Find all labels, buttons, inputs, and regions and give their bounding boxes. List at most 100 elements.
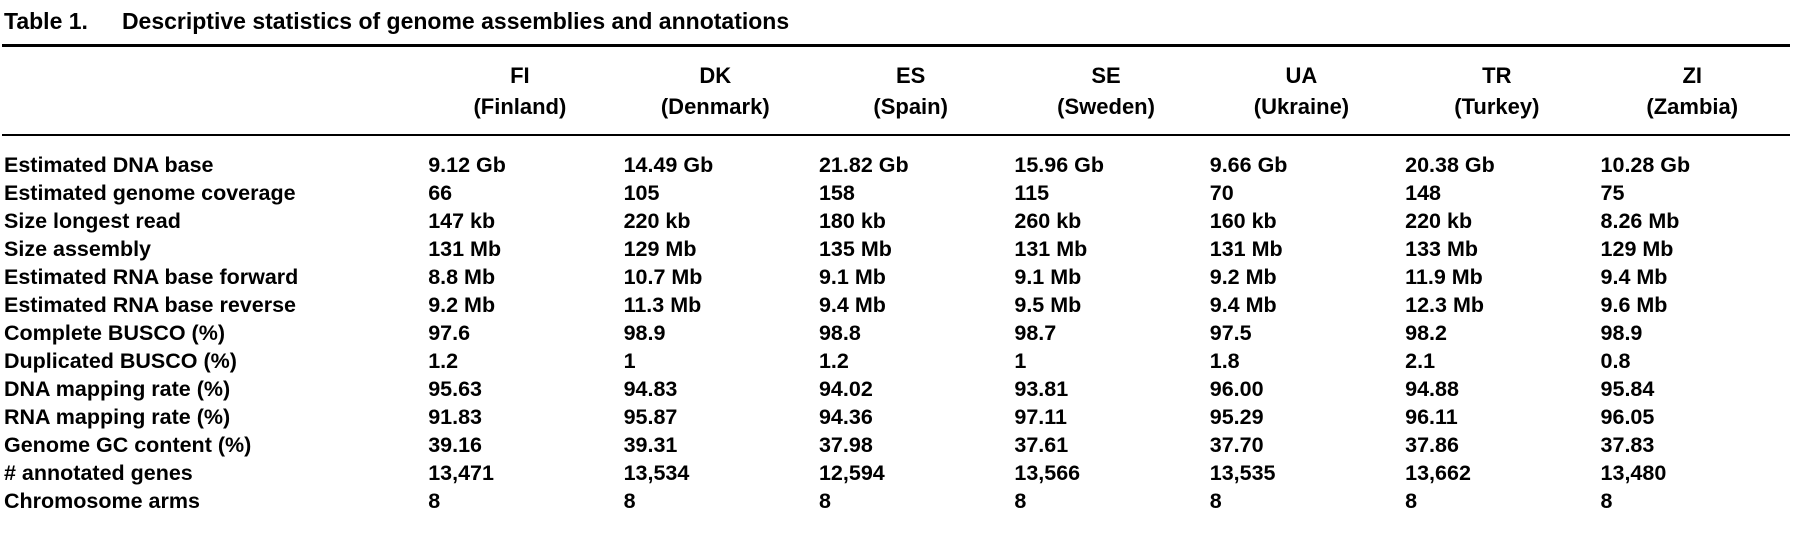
table-cell: 1.2 bbox=[428, 349, 459, 373]
table-cell: 37.61 bbox=[1014, 433, 1069, 457]
table-cell: 9.66 Gb bbox=[1209, 153, 1288, 177]
table-cell: 1 bbox=[623, 349, 636, 373]
table-cell: 8.26 Mb bbox=[1600, 209, 1680, 233]
table-title: Descriptive statistics of genome assembl… bbox=[121, 8, 790, 34]
table-cell: 260 kb bbox=[1014, 209, 1082, 233]
table-row: Genome GC content (%) 39.16 39.31 37.98 37.6… bbox=[2, 431, 1790, 459]
table-cell: 95.84 bbox=[1600, 377, 1655, 401]
table-cell: 98.9 bbox=[623, 321, 666, 345]
table-cell: 9.2 Mb bbox=[1209, 265, 1277, 289]
table-cell: 13,535 bbox=[1209, 461, 1276, 485]
paper-table: Table 1. Descriptive statistics of genom… bbox=[2, 0, 1790, 515]
table-cell: 70 bbox=[1209, 181, 1234, 205]
table-cell: 0.8 bbox=[1600, 349, 1631, 373]
table-cell: 9.4 Mb bbox=[1600, 265, 1668, 289]
table-row: Estimated RNA base forward 8.8 Mb 10.7 Mb 9… bbox=[2, 263, 1790, 291]
row-label: Genome GC content (%) bbox=[4, 433, 252, 457]
table-cell: 10.7 Mb bbox=[623, 265, 703, 289]
table-row: Size longest read 147 kb 220 kb 180 kb 260 k… bbox=[2, 207, 1790, 235]
column-country: (Zambia) bbox=[1646, 94, 1739, 119]
table-cell: 9.4 Mb bbox=[1209, 293, 1277, 317]
column-code: FI bbox=[510, 63, 530, 88]
table-cell: 98.2 bbox=[1405, 321, 1447, 345]
table-cell: 11.9 Mb bbox=[1405, 265, 1483, 289]
table-cell: 13,662 bbox=[1405, 461, 1471, 485]
table-cell: 96.00 bbox=[1209, 377, 1264, 401]
table-cell: 9.2 Mb bbox=[428, 293, 496, 317]
table-cell: 8 bbox=[623, 489, 636, 513]
table-cell: 115 bbox=[1014, 181, 1050, 205]
table-row: Duplicated BUSCO (%) 1.2 1 1.2 1 1.8 2.1 0.8 bbox=[2, 347, 1790, 375]
column-code: ZI bbox=[1682, 63, 1703, 88]
table-number: Table 1. bbox=[4, 8, 88, 34]
table-cell: 97.5 bbox=[1209, 321, 1252, 345]
table-cell: 8.8 Mb bbox=[428, 265, 496, 289]
table-cell: 10.28 Gb bbox=[1600, 153, 1691, 177]
row-label: Estimated RNA base forward bbox=[4, 265, 299, 289]
table-row: Size assembly 131 Mb 129 Mb 135 Mb 131 Mb 131… bbox=[2, 235, 1790, 263]
table-cell: 21.82 Gb bbox=[818, 153, 909, 177]
column-country: (Turkey) bbox=[1454, 94, 1540, 119]
column-code: SE bbox=[1091, 63, 1121, 88]
table-cell: 98.7 bbox=[1014, 321, 1057, 345]
column-code: UA bbox=[1285, 63, 1318, 88]
row-label: Duplicated BUSCO (%) bbox=[4, 349, 237, 373]
table-cell: 158 bbox=[818, 181, 855, 205]
row-label: RNA mapping rate (%) bbox=[4, 405, 231, 429]
table-cell: 9.4 Mb bbox=[818, 293, 886, 317]
table-caption: Table 1. Descriptive statistics of genom… bbox=[2, 0, 1790, 47]
table-row: Estimated DNA base 9.12 Gb 14.49 Gb 21.82 G… bbox=[2, 135, 1790, 179]
table-cell: 131 Mb bbox=[428, 237, 502, 261]
table-cell: 15.96 Gb bbox=[1014, 153, 1104, 177]
row-label: Chromosome arms bbox=[4, 489, 200, 513]
column-header: ZI (Zambia) bbox=[1594, 47, 1790, 136]
table-cell: 95.63 bbox=[428, 377, 482, 401]
table-cell: 95.29 bbox=[1209, 405, 1264, 429]
table-row: Estimated RNA base reverse 9.2 Mb 11.3 Mb 9… bbox=[2, 291, 1790, 319]
table-cell: 8 bbox=[1600, 489, 1613, 513]
table-cell: 1.2 bbox=[818, 349, 849, 373]
table-cell: 129 Mb bbox=[1600, 237, 1674, 261]
table-cell: 39.16 bbox=[428, 433, 482, 457]
column-country: (Denmark) bbox=[660, 94, 770, 119]
table-cell: 94.83 bbox=[623, 377, 678, 401]
header-row: FI (Finland) DK (Denmark) ES (Spain) SE (Sweden… bbox=[2, 47, 1790, 136]
row-label: Estimated DNA base bbox=[4, 153, 214, 177]
table-cell: 97.6 bbox=[428, 321, 471, 345]
table-cell: 98.9 bbox=[1600, 321, 1643, 345]
table-cell: 220 kb bbox=[1405, 209, 1473, 233]
table-row: Estimated genome coverage 66 105 158 115 70 14… bbox=[2, 179, 1790, 207]
table-cell: 94.02 bbox=[818, 377, 873, 401]
table-cell: 220 kb bbox=[623, 209, 691, 233]
table-cell: 12,594 bbox=[818, 461, 885, 485]
column-country: (Finland) bbox=[473, 94, 567, 119]
table-cell: 37.83 bbox=[1600, 433, 1655, 457]
statistics-table: FI (Finland) DK (Denmark) ES (Spain) SE (Sweden… bbox=[2, 47, 1790, 515]
table-cell: 75 bbox=[1600, 181, 1625, 205]
row-label: Complete BUSCO (%) bbox=[4, 321, 225, 345]
table-cell: 135 Mb bbox=[818, 237, 892, 261]
table-cell: 12.3 Mb bbox=[1405, 293, 1485, 317]
row-label: Size assembly bbox=[4, 237, 152, 261]
table-cell: 8 bbox=[1405, 489, 1418, 513]
row-label: Estimated RNA base reverse bbox=[4, 293, 296, 317]
table-cell: 1.8 bbox=[1209, 349, 1240, 373]
column-code: TR bbox=[1482, 63, 1512, 88]
table-cell: 93.81 bbox=[1014, 377, 1069, 401]
table-body: Estimated DNA base 9.12 Gb 14.49 Gb 21.82 G… bbox=[2, 135, 1790, 515]
column-header: ES (Spain) bbox=[812, 47, 1009, 136]
table-cell: 9.6 Mb bbox=[1600, 293, 1668, 317]
column-header: UA (Ukraine) bbox=[1203, 47, 1400, 136]
table-cell: 91.83 bbox=[428, 405, 482, 429]
table-cell: 9.12 Gb bbox=[428, 153, 506, 177]
table-cell: 148 bbox=[1405, 181, 1442, 205]
table-cell: 37.70 bbox=[1209, 433, 1264, 457]
table-cell: 98.8 bbox=[818, 321, 861, 345]
table-cell: 9.1 Mb bbox=[818, 265, 886, 289]
table-cell: 97.11 bbox=[1014, 405, 1067, 429]
column-header: FI (Finland) bbox=[422, 47, 618, 136]
row-label: Estimated genome coverage bbox=[4, 181, 296, 205]
table-cell: 131 Mb bbox=[1209, 237, 1283, 261]
table-cell: 39.31 bbox=[623, 433, 678, 457]
table-row: Chromosome arms 8 8 8 8 8 8 8 bbox=[2, 487, 1790, 515]
